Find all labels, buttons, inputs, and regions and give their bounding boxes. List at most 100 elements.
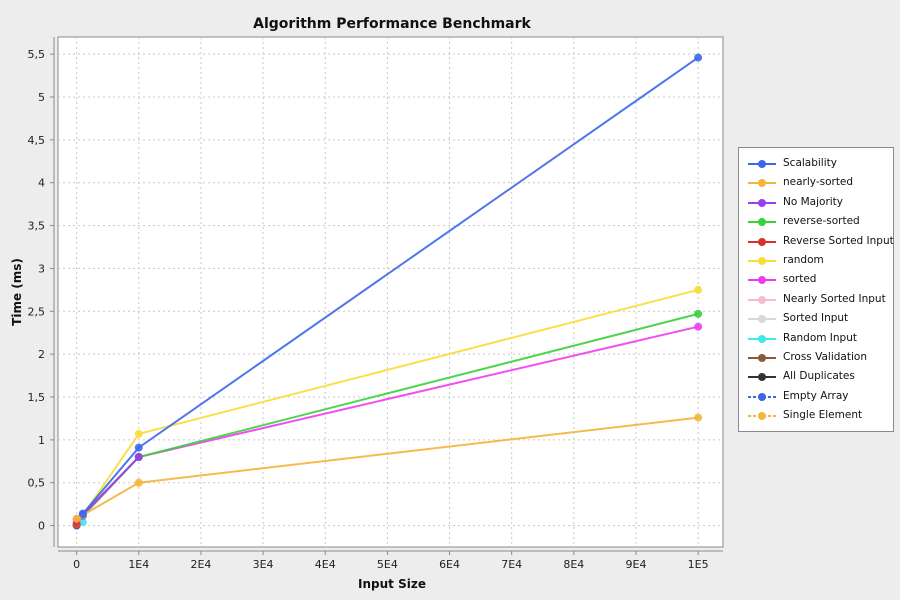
x-tick-label: 5E4 (377, 558, 398, 571)
legend-swatch (748, 160, 776, 168)
legend-swatch (748, 218, 776, 227)
chart-title: Algorithm Performance Benchmark (253, 16, 531, 32)
legend-swatch (748, 256, 776, 265)
data-point (78, 509, 87, 518)
legend-swatch (748, 295, 776, 304)
legend-swatch-marker (758, 218, 766, 227)
legend-swatch-marker (758, 256, 766, 265)
legend-swatch (748, 373, 776, 382)
legend-swatch-marker (758, 179, 766, 188)
data-point (134, 443, 143, 452)
y-tick-label: 2 (38, 348, 45, 361)
grid-layer (58, 37, 723, 547)
x-tick-label: 1E5 (688, 558, 709, 571)
legend-item-reverse-sorted-input: Reverse Sorted Input (739, 232, 894, 251)
y-tick-label: 3,5 (28, 220, 46, 233)
legend-label: All Duplicates (783, 370, 855, 383)
y-tick-label: 1 (38, 434, 45, 447)
data-point (72, 514, 81, 523)
legend-label: Cross Validation (783, 350, 867, 363)
data-point (694, 53, 703, 62)
legend-swatch-marker (758, 295, 766, 304)
legend-label: Reverse Sorted Input (783, 234, 894, 247)
legend-label: Empty Array (783, 389, 849, 402)
legend-label: reverse-sorted (783, 215, 860, 228)
legend-item-cross-validation: Cross Validation (739, 348, 893, 367)
x-axis-label: Input Size (358, 577, 426, 591)
data-point (134, 478, 143, 487)
legend-swatch-marker (758, 160, 766, 168)
legend: Scalability nearly-sorted No Majority rever… (738, 147, 894, 432)
series-line (82, 456, 140, 516)
y-tick-label: 5 (38, 91, 45, 104)
y-tick-label: 0,5 (28, 477, 46, 490)
x-tick-label: 1E4 (128, 558, 149, 571)
data-point (694, 285, 703, 294)
legend-swatch (748, 334, 776, 343)
legend-label: Sorted Input (783, 312, 849, 325)
legend-swatch-marker (758, 237, 766, 246)
legend-label: Single Element (783, 409, 863, 422)
data-point (694, 322, 703, 331)
legend-item-no-majority: No Majority (739, 193, 893, 212)
y-tick-label: 3 (38, 262, 45, 275)
legend-item-sorted: sorted (739, 270, 893, 289)
legend-label: Nearly Sorted Input (783, 292, 886, 305)
plot-area (57, 36, 724, 548)
legend-item-sorted-input: Sorted Input (739, 309, 893, 328)
y-tick-label: 5,5 (28, 48, 46, 61)
y-axis-label: Time (ms) (10, 258, 24, 326)
legend-swatch (748, 353, 776, 362)
legend-item-random: random (739, 251, 893, 270)
series-layer (72, 53, 703, 530)
legend-label: sorted (783, 273, 817, 286)
legend-swatch (748, 315, 776, 324)
data-point (694, 413, 703, 422)
x-tick-label: 7E4 (501, 558, 522, 571)
x-tick-label: 4E4 (315, 558, 336, 571)
legend-item-empty-array: Empty Array (739, 387, 893, 406)
x-tick-label: 6E4 (439, 558, 460, 571)
legend-swatch-marker (758, 315, 766, 324)
legend-swatch (748, 276, 776, 285)
legend-item-scalability: Scalability (739, 154, 893, 173)
axis-layer: 0 1E4 2E4 3E4 4E4 5E4 6E4 7E4 8E4 9E4 1E5 0 0,5 1 1,5 2… (28, 37, 723, 571)
legend-label: Scalability (783, 157, 837, 169)
x-tick-label: 8E4 (563, 558, 584, 571)
data-point (78, 518, 87, 527)
x-tick-label: 3E4 (253, 558, 274, 571)
legend-swatch-marker (758, 334, 766, 343)
legend-swatch (748, 412, 776, 421)
legend-item-random-input: Random Input (739, 329, 893, 348)
legend-swatch-marker (758, 373, 766, 382)
legend-label: No Majority (783, 195, 844, 208)
legend-item-all-duplicates: All Duplicates (739, 367, 893, 386)
legend-swatch (748, 198, 776, 207)
series-scalability (78, 53, 703, 518)
data-point (134, 429, 143, 438)
y-tick-label: 4 (38, 177, 45, 190)
y-tick-label: 0 (38, 520, 45, 533)
legend-swatch-marker (758, 353, 766, 362)
x-tick-label: 0 (73, 558, 80, 571)
x-tick-label: 9E4 (626, 558, 647, 571)
legend-swatch-marker (758, 276, 766, 285)
legend-swatch (748, 237, 776, 246)
legend-label: Random Input (783, 331, 857, 344)
x-tick-label: 2E4 (190, 558, 211, 571)
data-point (134, 453, 143, 461)
legend-item-reverse-sorted: reverse-sorted (739, 212, 893, 231)
legend-item-nearly-sorted: nearly-sorted (739, 173, 893, 192)
legend-swatch-marker (758, 412, 766, 421)
data-point (694, 309, 703, 318)
y-tick-label: 4,5 (28, 134, 46, 147)
legend-item-single-element: Single Element (739, 406, 893, 425)
legend-label: nearly-sorted (783, 176, 854, 189)
y-tick-label: 2,5 (28, 305, 46, 318)
legend-swatch (748, 392, 776, 401)
legend-swatch-marker (758, 392, 766, 401)
series-nearly-sorted (72, 413, 703, 523)
y-tick-label: 1,5 (28, 391, 46, 404)
